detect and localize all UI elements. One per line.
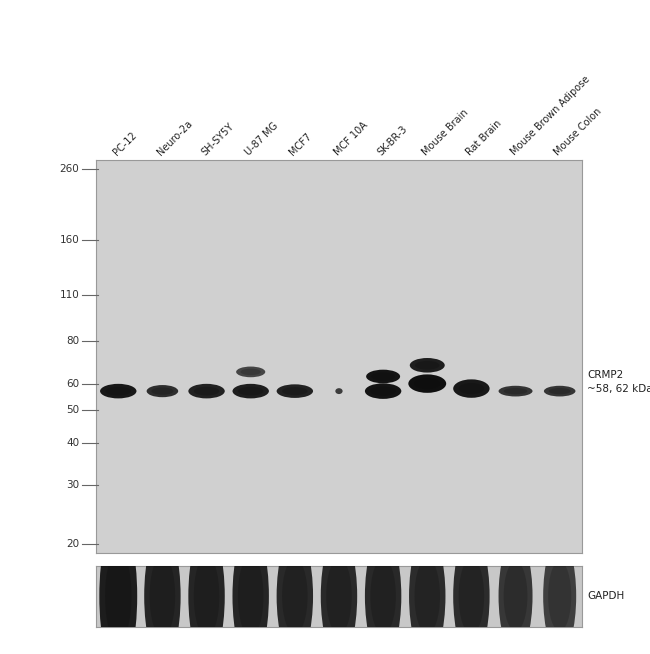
Text: Mouse Brain: Mouse Brain bbox=[420, 107, 470, 157]
Text: 160: 160 bbox=[60, 235, 79, 245]
Text: 20: 20 bbox=[66, 540, 79, 549]
Ellipse shape bbox=[453, 379, 489, 398]
Ellipse shape bbox=[277, 385, 313, 398]
Ellipse shape bbox=[549, 388, 571, 394]
Text: SH-SY5Y: SH-SY5Y bbox=[200, 121, 236, 157]
Text: 50: 50 bbox=[66, 405, 79, 415]
Ellipse shape bbox=[409, 533, 445, 654]
Ellipse shape bbox=[320, 533, 358, 654]
Ellipse shape bbox=[365, 533, 401, 654]
Text: U-87 MG: U-87 MG bbox=[244, 120, 281, 157]
Text: SK-BR-3: SK-BR-3 bbox=[376, 124, 410, 157]
Ellipse shape bbox=[544, 386, 575, 396]
Text: MCF7: MCF7 bbox=[288, 131, 314, 157]
Ellipse shape bbox=[150, 555, 175, 637]
Text: Rat Brain: Rat Brain bbox=[464, 118, 504, 157]
Ellipse shape bbox=[277, 533, 313, 654]
Ellipse shape bbox=[410, 358, 445, 373]
Ellipse shape bbox=[194, 387, 219, 396]
Ellipse shape bbox=[459, 559, 484, 634]
Text: GAPDH: GAPDH bbox=[587, 591, 624, 601]
Ellipse shape bbox=[236, 366, 265, 377]
Text: 80: 80 bbox=[66, 337, 79, 347]
Ellipse shape bbox=[240, 369, 261, 375]
Ellipse shape bbox=[233, 384, 269, 398]
Ellipse shape bbox=[105, 549, 131, 643]
Ellipse shape bbox=[408, 374, 446, 393]
Text: CRMP2
~58, 62 kDa: CRMP2 ~58, 62 kDa bbox=[587, 370, 650, 394]
Ellipse shape bbox=[326, 559, 352, 634]
Ellipse shape bbox=[99, 519, 137, 654]
Ellipse shape bbox=[365, 383, 401, 399]
Ellipse shape bbox=[144, 528, 181, 654]
Text: 30: 30 bbox=[66, 480, 79, 490]
Ellipse shape bbox=[233, 528, 269, 654]
Ellipse shape bbox=[188, 528, 225, 654]
Ellipse shape bbox=[335, 388, 343, 394]
Text: Mouse Colon: Mouse Colon bbox=[552, 106, 604, 157]
Ellipse shape bbox=[282, 387, 307, 395]
Ellipse shape bbox=[504, 388, 527, 394]
Ellipse shape bbox=[548, 561, 571, 631]
Ellipse shape bbox=[415, 559, 440, 634]
Ellipse shape bbox=[366, 370, 400, 383]
Ellipse shape bbox=[370, 387, 396, 396]
Ellipse shape bbox=[282, 559, 307, 634]
Ellipse shape bbox=[147, 385, 178, 397]
Ellipse shape bbox=[238, 555, 263, 637]
Ellipse shape bbox=[100, 384, 136, 398]
Ellipse shape bbox=[499, 538, 532, 654]
Text: 60: 60 bbox=[66, 379, 79, 388]
Ellipse shape bbox=[504, 561, 527, 631]
Ellipse shape bbox=[499, 386, 532, 396]
Ellipse shape bbox=[105, 387, 131, 396]
Text: PC-12: PC-12 bbox=[111, 129, 138, 157]
Ellipse shape bbox=[453, 533, 489, 654]
Ellipse shape bbox=[414, 378, 441, 389]
Text: 260: 260 bbox=[60, 164, 79, 174]
Ellipse shape bbox=[415, 361, 439, 370]
Text: 40: 40 bbox=[66, 438, 79, 448]
Text: 110: 110 bbox=[60, 290, 79, 300]
Ellipse shape bbox=[543, 538, 576, 654]
Text: Neuro-2a: Neuro-2a bbox=[155, 118, 194, 157]
Ellipse shape bbox=[370, 559, 396, 634]
Ellipse shape bbox=[188, 384, 225, 398]
Text: MCF 10A: MCF 10A bbox=[332, 120, 369, 157]
Ellipse shape bbox=[151, 387, 174, 395]
Text: Mouse Brown Adipose: Mouse Brown Adipose bbox=[508, 74, 592, 157]
Ellipse shape bbox=[459, 383, 484, 394]
Ellipse shape bbox=[194, 555, 219, 637]
Ellipse shape bbox=[371, 372, 395, 381]
Ellipse shape bbox=[238, 387, 263, 396]
